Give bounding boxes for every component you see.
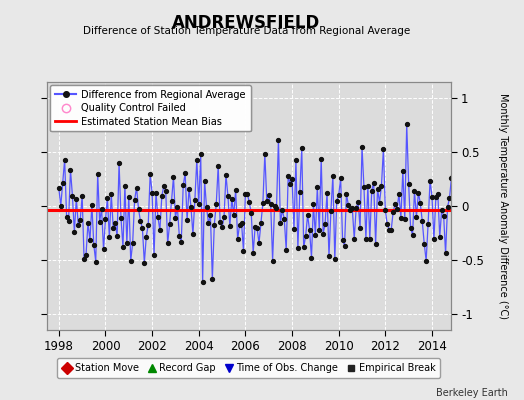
Y-axis label: Monthly Temperature Anomaly Difference (°C): Monthly Temperature Anomaly Difference (… bbox=[498, 93, 508, 319]
Text: ANDREWSFIELD: ANDREWSFIELD bbox=[172, 14, 320, 32]
Legend: Station Move, Record Gap, Time of Obs. Change, Empirical Break: Station Move, Record Gap, Time of Obs. C… bbox=[58, 358, 440, 378]
Text: Berkeley Earth: Berkeley Earth bbox=[436, 388, 508, 398]
Text: Difference of Station Temperature Data from Regional Average: Difference of Station Temperature Data f… bbox=[83, 26, 410, 36]
Legend: Difference from Regional Average, Quality Control Failed, Estimated Station Mean: Difference from Regional Average, Qualit… bbox=[50, 85, 250, 132]
